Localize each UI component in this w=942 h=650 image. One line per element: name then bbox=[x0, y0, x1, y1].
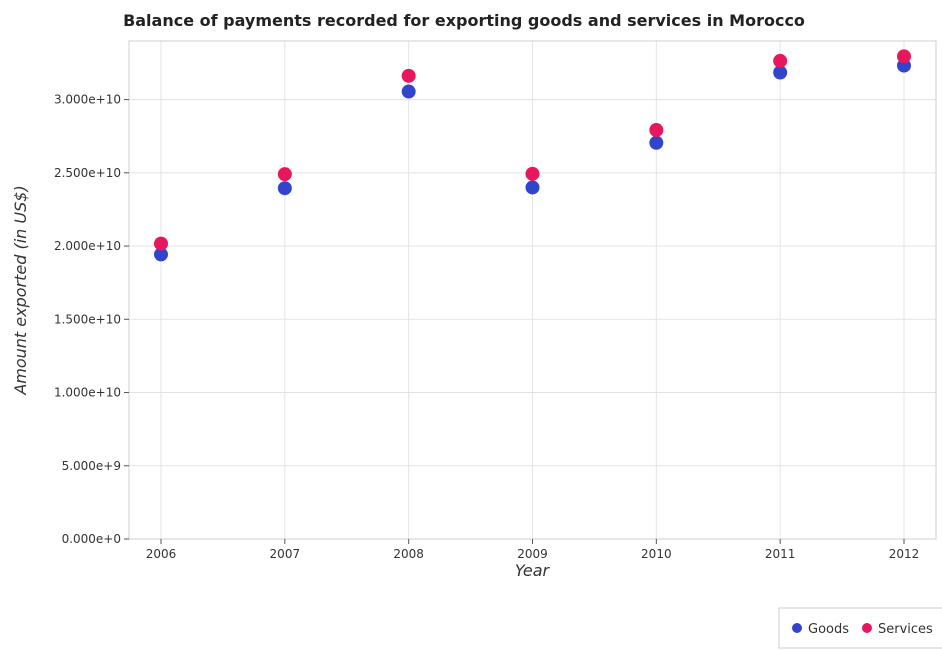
legend: Goods Services bbox=[778, 607, 942, 649]
y-tick-label: 0.000e+0 bbox=[62, 532, 121, 546]
services-point-2008 bbox=[401, 68, 416, 83]
legend-marker-goods bbox=[792, 623, 802, 633]
goods-point-2009 bbox=[525, 180, 540, 195]
y-tick-label: 1.000e+10 bbox=[54, 386, 121, 400]
services-point-2006 bbox=[154, 236, 168, 251]
x-tick-label: 2010 bbox=[641, 547, 672, 561]
goods-point-2006 bbox=[154, 247, 168, 262]
services-point-2007 bbox=[277, 167, 292, 182]
chart-title: Balance of payments recorded for exporti… bbox=[123, 11, 805, 30]
y-tick-label: 1.500e+10 bbox=[54, 312, 121, 326]
data-points bbox=[154, 49, 911, 262]
x-tick-label: 2012 bbox=[889, 547, 920, 561]
legend-box bbox=[778, 607, 942, 649]
x-tick-label: 2007 bbox=[270, 547, 301, 561]
goods-point-2011 bbox=[773, 65, 788, 80]
legend-marker-services bbox=[862, 623, 872, 633]
services-point-2010 bbox=[649, 123, 664, 138]
x-tick-label: 2011 bbox=[765, 547, 796, 561]
y-tick-label: 5.000e+9 bbox=[62, 459, 121, 473]
x-tick-label: 2008 bbox=[393, 547, 424, 561]
legend-label-services: Services bbox=[878, 622, 933, 637]
y-tick-label: 3.000e+10 bbox=[54, 93, 121, 107]
x-tick-label: 2009 bbox=[517, 547, 548, 561]
services-point-2009 bbox=[525, 166, 540, 181]
goods-point-2008 bbox=[401, 84, 416, 99]
axis-ticks: 2006 2007 2008 2009 2010 2011 2012 0.000e+0 5.00… bbox=[54, 93, 919, 561]
y-axis-label: Amount exported (in US$) bbox=[11, 185, 30, 395]
legend-label-goods: Goods bbox=[808, 622, 849, 637]
services-point-2012 bbox=[897, 49, 911, 64]
services-point-2011 bbox=[773, 53, 788, 68]
x-axis-label: Year bbox=[515, 561, 551, 580]
grid-lines bbox=[129, 41, 936, 540]
y-tick-label: 2.000e+10 bbox=[54, 239, 121, 253]
x-tick-label: 2006 bbox=[146, 547, 177, 561]
goods-point-2007 bbox=[277, 181, 292, 196]
goods-point-2010 bbox=[649, 135, 664, 150]
y-tick-label: 2.500e+10 bbox=[54, 166, 121, 180]
